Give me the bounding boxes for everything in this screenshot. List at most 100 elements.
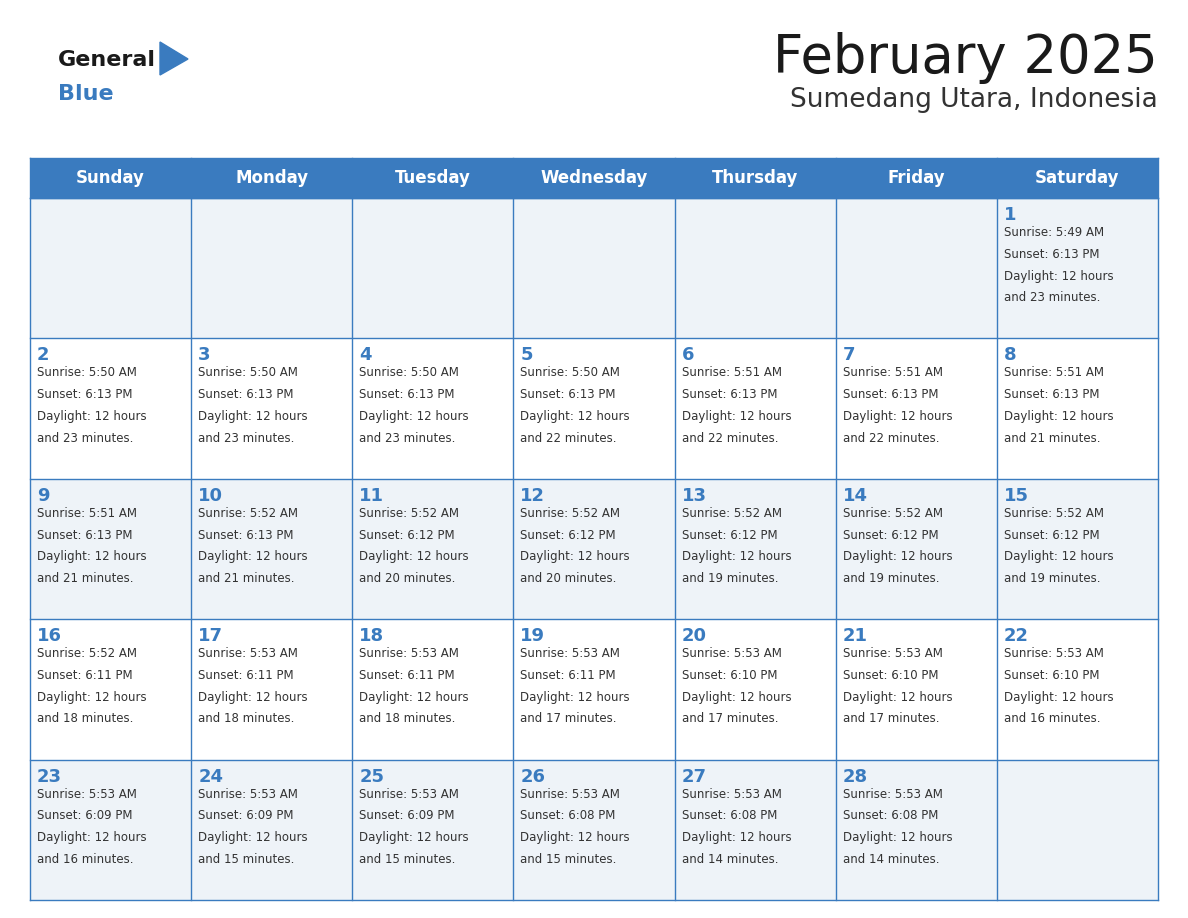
Text: Sunset: 6:13 PM: Sunset: 6:13 PM	[520, 388, 615, 401]
Bar	[30, 479, 191, 620]
Text: Sunrise: 5:53 AM: Sunrise: 5:53 AM	[520, 788, 620, 800]
Text: Daylight: 12 hours: Daylight: 12 hours	[842, 831, 953, 845]
Text: Daylight: 12 hours: Daylight: 12 hours	[682, 690, 791, 704]
Text: Daylight: 12 hours: Daylight: 12 hours	[37, 690, 146, 704]
Bar	[675, 759, 835, 900]
Text: 16: 16	[37, 627, 62, 645]
Text: 11: 11	[359, 487, 384, 505]
Text: Friday: Friday	[887, 169, 946, 187]
Bar	[191, 479, 353, 620]
Text: 2: 2	[37, 346, 50, 364]
Bar	[191, 339, 353, 479]
Text: and 17 minutes.: and 17 minutes.	[682, 712, 778, 725]
Text: Sunrise: 5:52 AM: Sunrise: 5:52 AM	[520, 507, 620, 520]
Text: 3: 3	[198, 346, 210, 364]
Text: Daylight: 12 hours: Daylight: 12 hours	[37, 410, 146, 423]
Text: Sunrise: 5:52 AM: Sunrise: 5:52 AM	[842, 507, 943, 520]
Text: Sunset: 6:11 PM: Sunset: 6:11 PM	[198, 669, 293, 682]
Text: Sunset: 6:10 PM: Sunset: 6:10 PM	[1004, 669, 1099, 682]
Text: and 17 minutes.: and 17 minutes.	[842, 712, 940, 725]
Text: Sunset: 6:13 PM: Sunset: 6:13 PM	[682, 388, 777, 401]
Text: Sunrise: 5:51 AM: Sunrise: 5:51 AM	[842, 366, 943, 379]
Text: 7: 7	[842, 346, 855, 364]
Bar	[30, 158, 1158, 198]
Text: and 23 minutes.: and 23 minutes.	[1004, 291, 1100, 304]
Text: Sunrise: 5:51 AM: Sunrise: 5:51 AM	[682, 366, 782, 379]
Text: 18: 18	[359, 627, 385, 645]
Text: Daylight: 12 hours: Daylight: 12 hours	[359, 831, 469, 845]
Bar	[513, 479, 675, 620]
Text: Sunset: 6:12 PM: Sunset: 6:12 PM	[520, 529, 617, 542]
Text: Sunrise: 5:52 AM: Sunrise: 5:52 AM	[37, 647, 137, 660]
Text: Sunrise: 5:53 AM: Sunrise: 5:53 AM	[1004, 647, 1104, 660]
Bar	[353, 759, 513, 900]
Bar	[191, 620, 353, 759]
Bar	[30, 620, 191, 759]
Bar	[30, 339, 191, 479]
Text: Daylight: 12 hours: Daylight: 12 hours	[682, 550, 791, 564]
Text: Sunset: 6:11 PM: Sunset: 6:11 PM	[37, 669, 133, 682]
Text: 4: 4	[359, 346, 372, 364]
Bar	[353, 339, 513, 479]
Text: and 19 minutes.: and 19 minutes.	[842, 572, 940, 585]
Text: Sunset: 6:13 PM: Sunset: 6:13 PM	[842, 388, 939, 401]
Bar	[675, 620, 835, 759]
Text: Sunrise: 5:53 AM: Sunrise: 5:53 AM	[359, 788, 459, 800]
Text: Sunrise: 5:53 AM: Sunrise: 5:53 AM	[198, 647, 298, 660]
Text: 6: 6	[682, 346, 694, 364]
Bar	[997, 759, 1158, 900]
Text: Sunset: 6:12 PM: Sunset: 6:12 PM	[682, 529, 777, 542]
Text: 26: 26	[520, 767, 545, 786]
Text: Sunrise: 5:53 AM: Sunrise: 5:53 AM	[198, 788, 298, 800]
Bar	[835, 759, 997, 900]
Text: Daylight: 12 hours: Daylight: 12 hours	[682, 410, 791, 423]
Text: Sunset: 6:08 PM: Sunset: 6:08 PM	[520, 810, 615, 823]
Text: 15: 15	[1004, 487, 1029, 505]
Text: Sunset: 6:11 PM: Sunset: 6:11 PM	[520, 669, 617, 682]
Bar	[513, 620, 675, 759]
Text: Sunrise: 5:51 AM: Sunrise: 5:51 AM	[37, 507, 137, 520]
Text: Sunrise: 5:53 AM: Sunrise: 5:53 AM	[842, 647, 942, 660]
Bar	[30, 759, 191, 900]
Text: and 22 minutes.: and 22 minutes.	[520, 431, 617, 444]
Text: Daylight: 12 hours: Daylight: 12 hours	[520, 690, 630, 704]
Text: 24: 24	[198, 767, 223, 786]
Text: 22: 22	[1004, 627, 1029, 645]
Text: and 16 minutes.: and 16 minutes.	[1004, 712, 1100, 725]
Bar	[835, 198, 997, 339]
Text: and 14 minutes.: and 14 minutes.	[842, 853, 940, 866]
Bar	[191, 198, 353, 339]
Text: Monday: Monday	[235, 169, 308, 187]
Text: Saturday: Saturday	[1035, 169, 1119, 187]
Text: Tuesday: Tuesday	[394, 169, 470, 187]
Bar	[997, 339, 1158, 479]
Text: 25: 25	[359, 767, 384, 786]
Text: Sunrise: 5:53 AM: Sunrise: 5:53 AM	[37, 788, 137, 800]
Text: Daylight: 12 hours: Daylight: 12 hours	[198, 831, 308, 845]
Text: 10: 10	[198, 487, 223, 505]
Text: Sunday: Sunday	[76, 169, 145, 187]
Text: Sunset: 6:11 PM: Sunset: 6:11 PM	[359, 669, 455, 682]
Text: Blue: Blue	[58, 84, 114, 104]
Bar	[835, 479, 997, 620]
Text: Sunrise: 5:53 AM: Sunrise: 5:53 AM	[359, 647, 459, 660]
Text: 17: 17	[198, 627, 223, 645]
Text: and 19 minutes.: and 19 minutes.	[682, 572, 778, 585]
Text: Sunrise: 5:53 AM: Sunrise: 5:53 AM	[520, 647, 620, 660]
Text: and 19 minutes.: and 19 minutes.	[1004, 572, 1100, 585]
Text: Sumedang Utara, Indonesia: Sumedang Utara, Indonesia	[790, 87, 1158, 113]
Text: Sunset: 6:13 PM: Sunset: 6:13 PM	[359, 388, 455, 401]
Text: 27: 27	[682, 767, 707, 786]
Text: Sunset: 6:09 PM: Sunset: 6:09 PM	[198, 810, 293, 823]
Text: 12: 12	[520, 487, 545, 505]
Bar	[30, 198, 191, 339]
Text: 20: 20	[682, 627, 707, 645]
Text: and 22 minutes.: and 22 minutes.	[682, 431, 778, 444]
Text: and 16 minutes.: and 16 minutes.	[37, 853, 133, 866]
Text: and 15 minutes.: and 15 minutes.	[520, 853, 617, 866]
Text: Sunset: 6:08 PM: Sunset: 6:08 PM	[682, 810, 777, 823]
Text: and 21 minutes.: and 21 minutes.	[1004, 431, 1100, 444]
Text: Sunrise: 5:53 AM: Sunrise: 5:53 AM	[682, 647, 782, 660]
Bar	[675, 198, 835, 339]
Text: Sunset: 6:13 PM: Sunset: 6:13 PM	[1004, 388, 1099, 401]
